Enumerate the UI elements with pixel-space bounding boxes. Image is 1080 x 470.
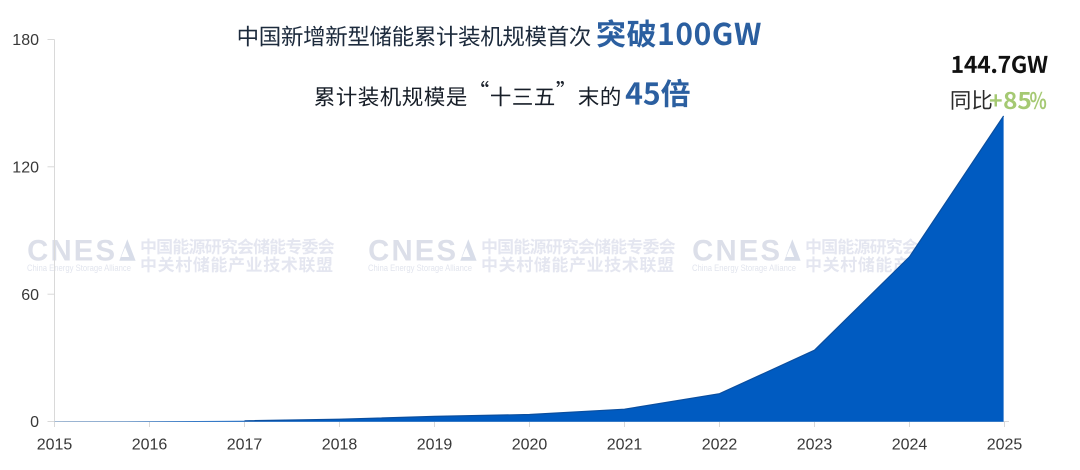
svg-text:2025: 2025: [987, 437, 1023, 454]
svg-text:2023: 2023: [797, 437, 833, 454]
svg-text:2024: 2024: [892, 437, 928, 454]
svg-text:2020: 2020: [512, 437, 548, 454]
svg-text:120: 120: [12, 160, 39, 177]
svg-text:2021: 2021: [607, 437, 643, 454]
svg-text:180: 180: [12, 32, 39, 49]
svg-text:2017: 2017: [227, 437, 263, 454]
svg-text:2019: 2019: [417, 437, 453, 454]
svg-text:60: 60: [21, 287, 39, 304]
svg-text:2015: 2015: [37, 437, 73, 454]
svg-text:2022: 2022: [702, 437, 738, 454]
svg-text:2016: 2016: [132, 437, 168, 454]
svg-text:2018: 2018: [322, 437, 358, 454]
svg-text:0: 0: [30, 414, 39, 431]
